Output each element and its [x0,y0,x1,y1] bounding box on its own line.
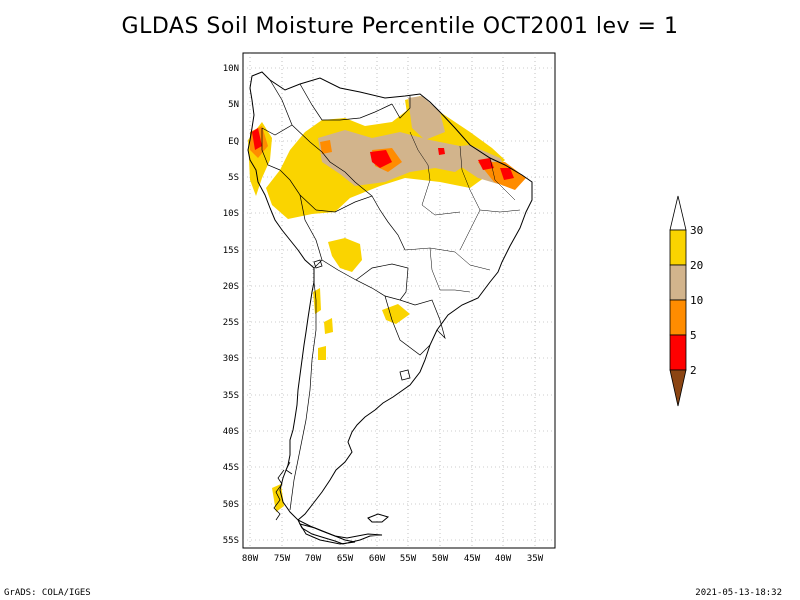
lon-tick-label: 50W [432,554,449,564]
shade-2-5-ne-2 [500,168,514,180]
lon-tick-label: 55W [400,554,417,564]
lat-tick-label: 55S [223,536,239,546]
lat-tick-label: 35S [223,391,239,401]
color-bar-legend [669,195,687,407]
lat-tick-label: 5N [228,100,239,110]
lake-titicaca [313,259,323,269]
shade-2-5-ne-1 [478,158,494,170]
lat-tick-label: 45S [223,463,239,473]
lat-tick-label: 10N [223,64,239,74]
legend-label: 20 [690,259,703,272]
shade-2-5-ecuador [252,128,262,150]
shade-2-5-ne-3 [438,148,445,155]
shade-5-10-northeast [478,162,526,190]
lon-tick-label: 45W [464,554,481,564]
legend-label: 10 [690,294,703,307]
legend-swatch-2-5 [669,334,687,371]
lon-tick-label: 80W [242,554,259,564]
lon-tick-label: 40W [495,554,512,564]
lat-tick-label: 10S [223,209,239,219]
legend-label: 30 [690,224,703,237]
shade-20-30-chile [272,484,284,512]
lat-tick-label: 5S [228,173,239,183]
shade-10-20-amapa [408,96,445,140]
state-borders [404,131,521,293]
shade-20-30-andes-3 [318,346,326,360]
shade-20-30-andes-2 [324,318,333,334]
lat-tick-label: 15S [223,246,239,256]
lon-tick-label: 35W [527,554,544,564]
footer-credit: GrADS: COLA/IGES [4,588,91,598]
lat-tick-label: 20S [223,282,239,292]
lat-tick-label: 25S [223,318,239,328]
lon-tick-labels: 80W 75W 70W 65W 60W 55W 50W 45W 40W 35W [242,554,544,564]
footer-timestamp: 2021-05-13-18:32 [695,588,782,598]
legend-label: 5 [690,329,697,342]
chile-archipelago [273,461,293,521]
lon-tick-label: 60W [369,554,386,564]
lat-tick-label: EQ [228,137,239,147]
legend-label: 2 [690,364,697,377]
shade-2-5-amazon [370,150,392,168]
shade-20-30-andes-1 [313,288,321,314]
shade-20-30-bolivia [328,238,362,272]
percentile-shading [248,96,526,512]
lat-tick-label: 50S [223,500,239,510]
shade-5-10-rr [320,140,332,154]
falkland-islands [367,513,390,523]
lat-tick-label: 40S [223,427,239,437]
lat-tick-labels: 10N 5N EQ 5S 10S 15S 20S 25S 30S 35S 40S… [223,64,239,546]
south-america-coastline [247,71,533,545]
lon-tick-label: 65W [337,554,354,564]
lon-tick-label: 75W [274,554,291,564]
legend-swatch-20-30 [669,229,687,266]
lagoa-dos-patos [399,369,411,381]
country-borders [261,79,446,511]
legend-swatch-above-30 [669,195,687,231]
legend-swatch-10-20 [669,264,687,301]
lon-gridlines [249,53,536,548]
lon-tick-label: 70W [305,554,322,564]
tierra-del-fuego [298,523,356,545]
lat-tick-label: 30S [223,354,239,364]
legend-labels: 30 20 10 5 2 [690,224,703,377]
legend-swatch-below-2 [669,369,687,407]
legend-swatch-5-10 [669,299,687,336]
map-title: GLDAS Soil Moisture Percentile OCT2001 l… [121,14,679,39]
